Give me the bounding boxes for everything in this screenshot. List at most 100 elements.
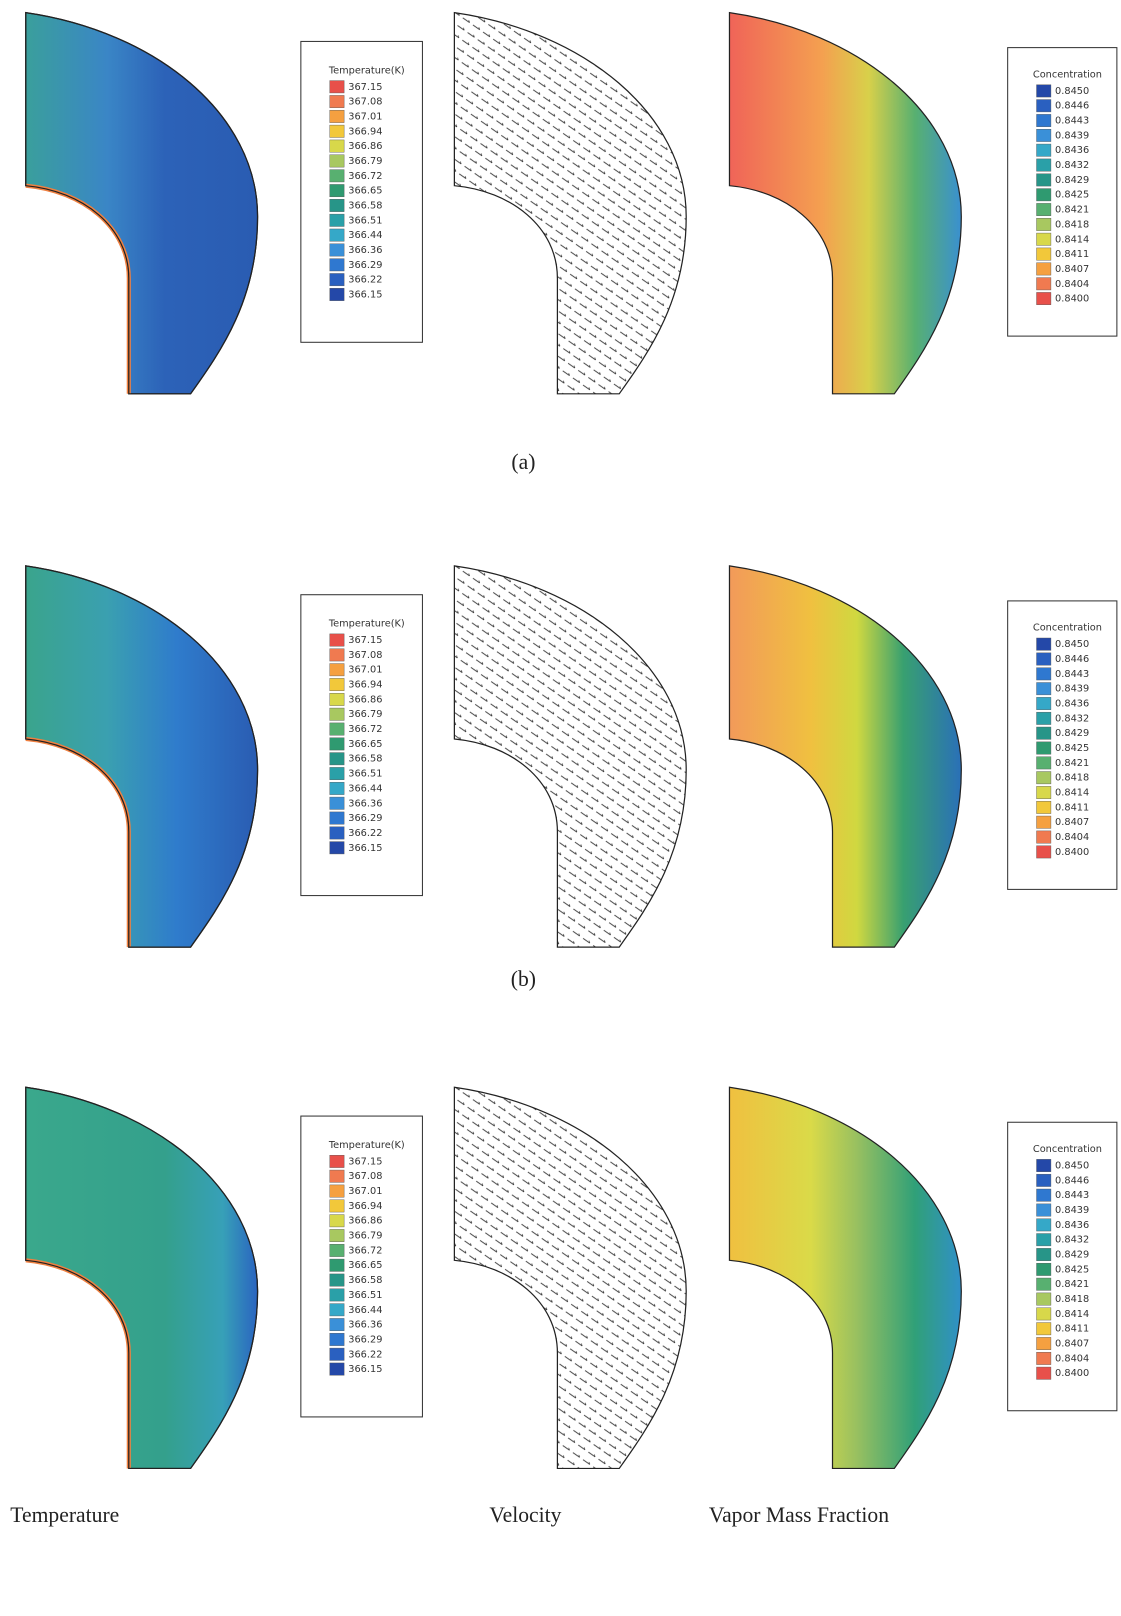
legend-swatch [1037, 697, 1051, 709]
legend-swatch [1037, 100, 1051, 112]
legend-swatch [1037, 1293, 1051, 1305]
legend-level: 366.65 [348, 739, 382, 750]
vector-region [454, 566, 686, 947]
legend-level: 0.8418 [1055, 1294, 1089, 1305]
legend-level: 366.51 [348, 1290, 382, 1301]
legend-swatch [330, 1170, 344, 1182]
legend-level: 366.29 [348, 1334, 382, 1345]
legend-level: 366.51 [348, 215, 382, 226]
legend-swatch [330, 693, 344, 705]
legend-level: 0.8411 [1055, 802, 1089, 813]
legend-swatch [330, 649, 344, 661]
contour-region [26, 566, 258, 947]
legend-swatch [1037, 1323, 1051, 1335]
legend-swatch [330, 214, 344, 226]
column-label: Vapor Mass Fraction [709, 1503, 889, 1527]
legend-swatch [330, 81, 344, 93]
legend-title: Concentration [1033, 69, 1102, 80]
legend-level: 366.15 [348, 843, 382, 854]
legend-swatch [1037, 218, 1051, 230]
legend-swatch [1037, 1367, 1051, 1379]
legend-level: 0.8425 [1055, 743, 1089, 754]
legend-level: 0.8432 [1055, 713, 1089, 724]
legend-level: 0.8400 [1055, 1368, 1089, 1379]
legend-level: 0.8429 [1055, 728, 1089, 739]
legend-swatch [1037, 1219, 1051, 1231]
legend-swatch [1037, 1234, 1051, 1246]
legend-level: 367.08 [348, 650, 382, 661]
legend-level: 0.8421 [1055, 758, 1089, 769]
legend-swatch [1037, 816, 1051, 828]
legend-swatch [1037, 85, 1051, 97]
legend-swatch [1037, 233, 1051, 245]
concentration-field [729, 566, 961, 947]
legend-title: Temperature(K) [328, 1140, 405, 1151]
legend-swatch [1037, 846, 1051, 858]
legend-level: 0.8407 [1055, 264, 1089, 275]
legend-level: 366.36 [348, 245, 382, 256]
legend-swatch [330, 1185, 344, 1197]
legend-level: 0.8404 [1055, 832, 1089, 843]
legend-swatch [1037, 248, 1051, 260]
legend-level: 367.01 [348, 111, 382, 122]
legend-swatch [1037, 772, 1051, 784]
legend-swatch [330, 1244, 344, 1256]
legend-level: 0.8418 [1055, 773, 1089, 784]
legend-swatch [1037, 742, 1051, 754]
legend-swatch [1037, 174, 1051, 186]
legend-swatch [1037, 1174, 1051, 1186]
legend-swatch [330, 708, 344, 720]
legend-level: 0.8421 [1055, 1279, 1089, 1290]
legend-swatch [330, 170, 344, 182]
legend-swatch [330, 1229, 344, 1241]
legend-swatch [330, 767, 344, 779]
legend-swatch [330, 827, 344, 839]
legend-swatch [330, 664, 344, 676]
legend-swatch [330, 288, 344, 300]
column-label: Temperature [10, 1503, 119, 1527]
legend-level: 367.01 [348, 665, 382, 676]
legend-level: 0.8450 [1055, 639, 1089, 650]
legend-level: 0.8446 [1055, 654, 1089, 665]
legend-level: 0.8436 [1055, 699, 1089, 710]
legend-level: 366.65 [348, 186, 382, 197]
legend-level: 367.08 [348, 1171, 382, 1182]
legend-swatch [330, 110, 344, 122]
legend-level: 366.44 [348, 230, 382, 241]
legend-level: 366.22 [348, 1349, 382, 1360]
contour-region [26, 13, 258, 394]
legend-level: 0.8436 [1055, 1220, 1089, 1231]
legend-swatch [1037, 203, 1051, 215]
legend-level: 0.8411 [1055, 249, 1089, 260]
legend-swatch [330, 1215, 344, 1227]
legend-level: 366.65 [348, 1260, 382, 1271]
legend-level: 0.8400 [1055, 847, 1089, 858]
legend-level: 0.8443 [1055, 1190, 1089, 1201]
vector-region [454, 13, 686, 394]
legend-level: 366.72 [348, 724, 382, 735]
velocity-field [454, 566, 686, 947]
legend-swatch [1037, 114, 1051, 126]
legend-swatch [330, 1304, 344, 1316]
legend-level: 0.8404 [1055, 279, 1089, 290]
legend-level: 0.8407 [1055, 1339, 1089, 1350]
legend-level: 366.94 [348, 1201, 382, 1212]
legend-swatch [1037, 292, 1051, 304]
legend-swatch [1037, 801, 1051, 813]
legend-swatch [330, 1363, 344, 1375]
legend-swatch [330, 738, 344, 750]
legend-swatch [1037, 1189, 1051, 1201]
legend-swatch [330, 140, 344, 152]
legend-swatch [1037, 129, 1051, 141]
legend-level: 0.8446 [1055, 1175, 1089, 1186]
legend-level: 0.8407 [1055, 817, 1089, 828]
legend-swatch [330, 1155, 344, 1167]
legend-level: 366.15 [348, 1364, 382, 1375]
legend-swatch [330, 1289, 344, 1301]
legend-level: 0.8425 [1055, 190, 1089, 201]
legend-level: 0.8421 [1055, 205, 1089, 216]
legend-swatch [330, 634, 344, 646]
legend-swatch [1037, 1204, 1051, 1216]
legend-swatch [1037, 1159, 1051, 1171]
legend-level: 0.8414 [1055, 788, 1089, 799]
